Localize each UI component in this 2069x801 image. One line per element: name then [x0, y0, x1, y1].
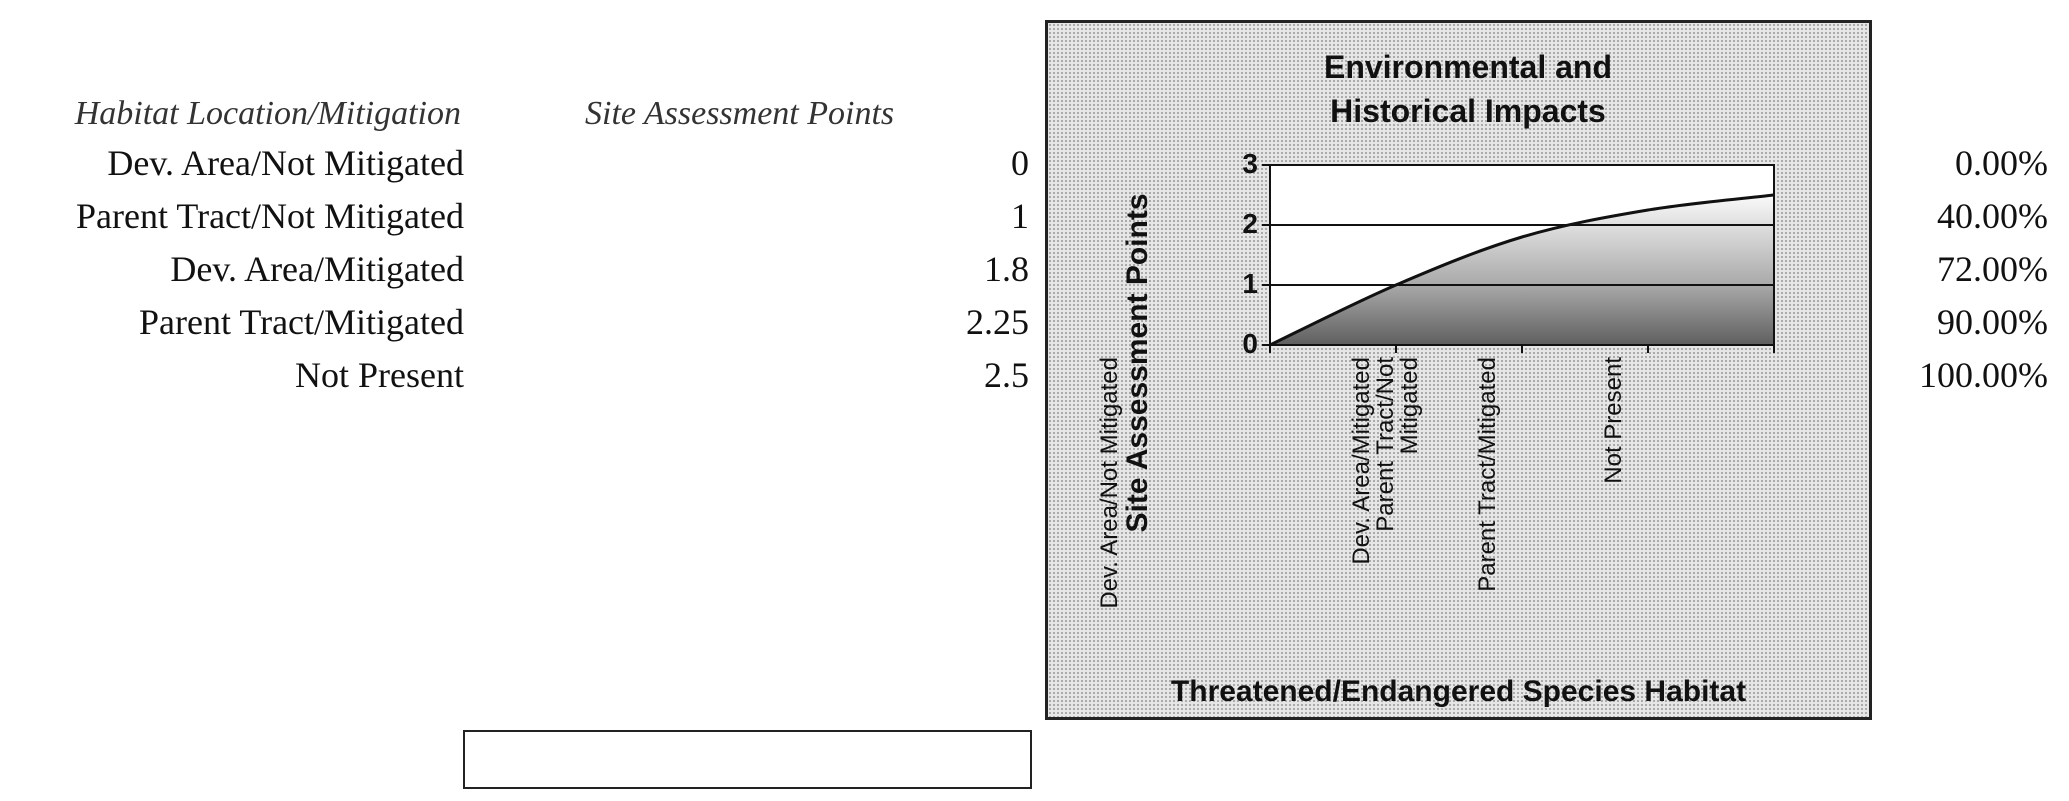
points-value: 2.5	[984, 355, 1029, 395]
chart-title: Environmental and Historical Impacts	[1323, 49, 1613, 129]
y-tick-label: 3	[1242, 148, 1258, 179]
habitat-label: Dev. Area/Mitigated	[170, 249, 464, 289]
table-row: Not Present 2.5 100.00%	[0, 354, 2069, 407]
x-tick-label: Not Present	[1600, 357, 1627, 484]
habitat-label: Parent Tract/Mitigated	[139, 302, 464, 342]
points-value: 1	[1011, 196, 1029, 236]
percent-value: 90.00%	[1937, 302, 2048, 342]
table-row: Parent Tract/Mitigated 2.25 90.00%	[0, 301, 2069, 354]
percent-value: 40.00%	[1937, 196, 2048, 236]
table-row: Dev. Area/Mitigated 1.8 72.00%	[0, 248, 2069, 301]
percent-value: 72.00%	[1937, 249, 2048, 289]
empty-input-cell[interactable]	[463, 730, 1032, 789]
y-axis-label: Site Assessment Points	[1121, 193, 1154, 533]
x-tick-label: Parent Tract/Mitigated	[1474, 357, 1501, 592]
x-tick-label: Dev. Area/Not Mitigated	[1096, 357, 1123, 609]
percent-value: 0.00%	[1955, 143, 2048, 183]
points-value: 1.8	[984, 249, 1029, 289]
y-tick-label: 1	[1242, 268, 1258, 299]
table-row: Parent Tract/Not Mitigated 1 40.00%	[0, 195, 2069, 248]
points-value: 0	[1011, 143, 1029, 183]
habitat-label: Parent Tract/Not Mitigated	[76, 196, 464, 236]
table-row: Dev. Area/Not Mitigated 0 0.00%	[0, 142, 2069, 195]
series-line	[1269, 193, 1775, 347]
x-tick-label: Parent Tract/Not Mitigated	[1372, 357, 1423, 532]
x-axis-label: Threatened/Endangered Species Habitat	[1170, 675, 1747, 708]
habitat-label: Dev. Area/Not Mitigated	[107, 143, 464, 183]
y-tick-label: 2	[1242, 208, 1258, 239]
chart-plot	[1262, 164, 1775, 353]
x-tick-label: Dev. Area/Mitigated	[1348, 357, 1375, 565]
points-value: 2.25	[966, 302, 1029, 342]
y-tick-label: 0	[1242, 328, 1258, 359]
percent-value: 100.00%	[1919, 355, 2048, 395]
series-area	[1270, 195, 1774, 345]
habitat-label: Not Present	[295, 355, 464, 395]
column-header-points: Site Assessment Points	[585, 95, 895, 132]
chart-area: Environmental and Historical Impacts Sit…	[1045, 20, 1872, 720]
column-header-habitat: Habitat Location/Mitigation	[74, 95, 461, 132]
